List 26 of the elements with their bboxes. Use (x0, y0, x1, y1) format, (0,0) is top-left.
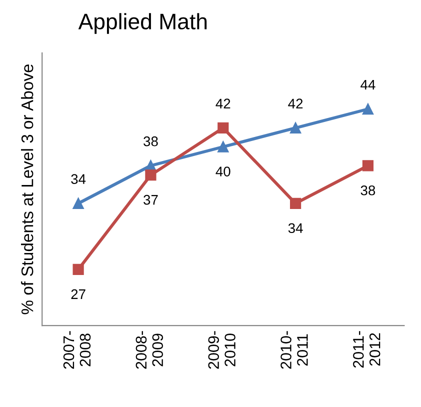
point (72, 198, 84, 209)
point (362, 160, 374, 172)
data-label: 38 (360, 185, 376, 196)
x-tick-label: 2010- 2011 (280, 331, 308, 369)
data-label: 34 (71, 174, 86, 184)
point (72, 264, 84, 276)
data-label: 40 (216, 166, 230, 176)
data-label: 34 (288, 223, 303, 234)
point (218, 122, 229, 134)
x-tick-label: 2007- 2008 (63, 331, 91, 369)
data-label: 27 (71, 289, 86, 299)
chart-title: Applied Math (78, 13, 207, 34)
x-tick-label: 2011- 2012 (353, 331, 380, 368)
point (218, 141, 229, 152)
point (362, 103, 374, 115)
data-label: 42 (288, 98, 303, 108)
point (145, 170, 156, 181)
y-axis-title: % of Students at Level 3 or Above (21, 64, 34, 314)
point (290, 198, 302, 209)
data-label: 44 (360, 80, 376, 90)
data-label: 37 (144, 194, 158, 205)
x-tick-label: 2008- 2009 (136, 331, 164, 369)
x-tick-label: 2009- 2010 (208, 331, 236, 369)
data-label: 38 (144, 136, 158, 146)
data-label: 42 (216, 98, 230, 108)
point (290, 122, 302, 134)
